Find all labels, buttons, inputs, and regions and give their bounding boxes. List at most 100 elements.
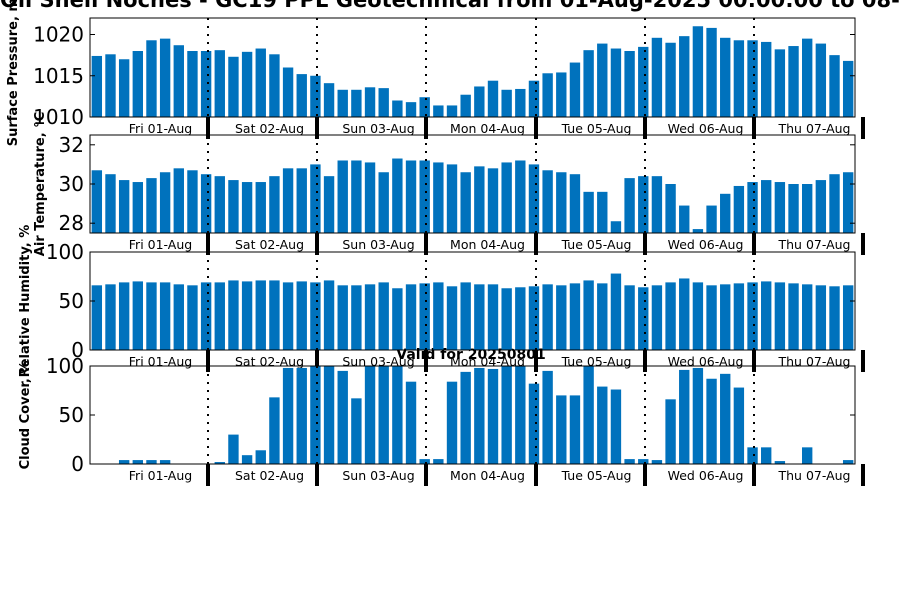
- bar: [419, 283, 430, 350]
- x-tick-label: Mon 04-Aug: [450, 468, 525, 483]
- bar: [802, 184, 813, 233]
- bar: [542, 284, 553, 350]
- bar: [282, 67, 294, 117]
- bar: [323, 280, 335, 350]
- bar: [378, 88, 389, 118]
- bar: [228, 434, 239, 464]
- bar: [214, 462, 225, 464]
- bar: [651, 285, 663, 350]
- y-tick-label: 100: [46, 240, 84, 264]
- bar: [187, 51, 198, 117]
- x-tick-label: Fri 01-Aug: [129, 354, 192, 369]
- bar: [228, 180, 239, 233]
- bar: [815, 285, 827, 350]
- bar: [146, 460, 157, 464]
- x-tick-label: Sun 03-Aug: [342, 354, 414, 369]
- bar: [173, 284, 184, 350]
- bar: [241, 281, 253, 350]
- bar: [337, 160, 348, 233]
- bar: [597, 386, 608, 464]
- bar: [228, 280, 239, 350]
- x-tick-label: Sat 02-Aug: [235, 354, 304, 369]
- x-tick-label: Sat 02-Aug: [235, 237, 304, 252]
- bar: [146, 40, 157, 117]
- bar: [638, 176, 649, 233]
- bar: [214, 176, 225, 233]
- bar: [255, 280, 266, 350]
- bar: [638, 459, 649, 464]
- bar: [296, 74, 307, 117]
- bar: [515, 366, 526, 464]
- bar: [692, 229, 704, 233]
- bar: [241, 182, 253, 233]
- bar: [829, 55, 840, 118]
- bar: [282, 367, 294, 464]
- bar: [419, 97, 430, 117]
- bar: [159, 38, 171, 118]
- bar: [364, 284, 376, 350]
- bar: [460, 282, 471, 350]
- y-axis-label: Surface Pressure, mb: [6, 0, 21, 146]
- y-tick-label: 1010: [33, 105, 84, 129]
- bar: [556, 72, 567, 117]
- y-tick-label: 30: [59, 172, 84, 196]
- bar: [159, 460, 171, 464]
- bar: [282, 282, 294, 350]
- bar: [310, 366, 321, 464]
- bar: [460, 172, 471, 233]
- x-tick-label: Wed 06-Aug: [668, 354, 744, 369]
- bar: [542, 370, 553, 464]
- bar: [323, 83, 335, 117]
- bar: [310, 164, 321, 233]
- bar: [337, 285, 348, 350]
- bar: [542, 170, 553, 233]
- y-axis-label: Relative Humidity, %: [18, 225, 33, 378]
- bar: [842, 172, 854, 233]
- chart-title: Oil Shell Noches - GC19 PPL Geotechnical…: [0, 0, 900, 12]
- bar: [187, 285, 198, 350]
- bar: [610, 221, 622, 233]
- bar: [528, 286, 540, 350]
- y-tick-label: 1020: [33, 23, 84, 47]
- bar: [842, 285, 854, 350]
- bar: [761, 281, 772, 350]
- bar: [638, 46, 649, 118]
- bar: [487, 284, 499, 350]
- bar: [337, 89, 348, 117]
- bar: [487, 368, 499, 464]
- bar: [720, 284, 731, 350]
- bar: [392, 158, 403, 233]
- bar: [351, 160, 362, 233]
- bar: [597, 283, 608, 350]
- bar: [405, 284, 417, 350]
- bar: [159, 172, 171, 233]
- bar: [405, 102, 417, 117]
- panel-2: 28 30 32 Fri 01-Aug Sat 02-Aug Sun 03-Aug Mon …: [33, 112, 865, 256]
- bar: [173, 45, 184, 117]
- bar: [269, 54, 280, 117]
- bar: [665, 282, 676, 350]
- bar: [802, 38, 813, 118]
- bar: [91, 285, 103, 350]
- bar: [214, 50, 225, 117]
- y-tick-label: 0: [71, 452, 84, 476]
- bar: [474, 367, 485, 464]
- bar: [842, 460, 854, 464]
- bar: [829, 286, 840, 350]
- x-tick-label: Sun 03-Aug: [342, 468, 414, 483]
- bar: [364, 366, 376, 464]
- bar: [569, 283, 581, 350]
- x-tick-label: Sun 03-Aug: [342, 237, 414, 252]
- bar: [706, 205, 717, 233]
- y-tick-label: 100: [46, 354, 84, 378]
- bar: [515, 287, 526, 350]
- bar: [392, 100, 403, 117]
- bar: [569, 62, 581, 117]
- bar: [720, 373, 731, 464]
- bar: [842, 60, 854, 117]
- bar: [774, 282, 786, 350]
- bar: [405, 381, 417, 464]
- y-tick-label: 28: [59, 211, 84, 235]
- bar: [351, 89, 362, 117]
- bar: [528, 164, 540, 233]
